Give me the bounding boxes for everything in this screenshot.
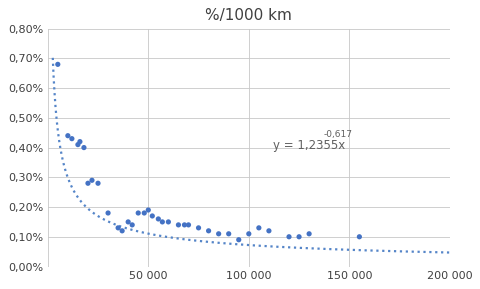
Point — [54, 62, 61, 67]
Point — [84, 181, 92, 186]
Point — [88, 178, 96, 183]
Point — [64, 134, 72, 138]
Point — [104, 211, 112, 215]
Point — [154, 217, 162, 221]
Point — [118, 229, 126, 233]
Point — [234, 238, 242, 242]
Point — [144, 208, 152, 212]
Point — [355, 234, 362, 239]
Point — [184, 223, 192, 227]
Point — [124, 220, 132, 224]
Point — [244, 231, 252, 236]
Point — [194, 225, 202, 230]
Point — [295, 234, 302, 239]
Point — [204, 229, 212, 233]
Point — [114, 225, 122, 230]
Text: y = 1,2355x: y = 1,2355x — [272, 139, 345, 152]
Point — [148, 214, 156, 218]
Point — [68, 136, 75, 141]
Point — [158, 220, 166, 224]
Point — [164, 220, 172, 224]
Point — [215, 231, 222, 236]
Point — [264, 229, 272, 233]
Text: -0,617: -0,617 — [323, 130, 351, 139]
Point — [254, 225, 262, 230]
Point — [140, 211, 148, 215]
Title: %/1000 km: %/1000 km — [205, 8, 292, 23]
Point — [134, 211, 142, 215]
Point — [76, 139, 84, 144]
Point — [80, 145, 88, 150]
Point — [305, 231, 312, 236]
Point — [128, 223, 136, 227]
Point — [180, 223, 188, 227]
Point — [174, 223, 182, 227]
Point — [285, 234, 292, 239]
Point — [94, 181, 102, 186]
Point — [74, 142, 82, 147]
Point — [224, 231, 232, 236]
